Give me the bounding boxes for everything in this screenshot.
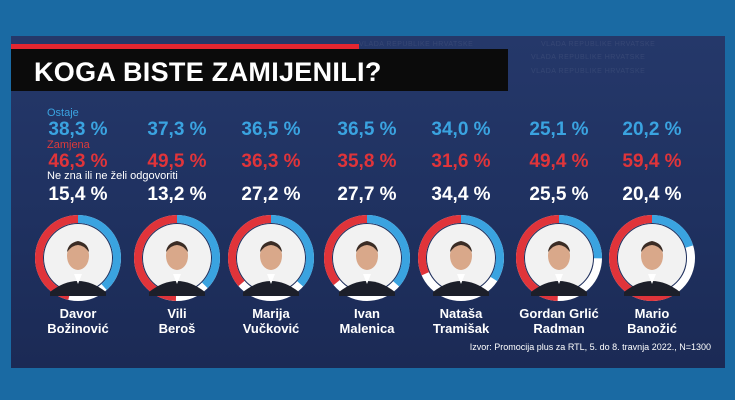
- donut-chart: [516, 215, 602, 301]
- slice-replace: [324, 215, 410, 301]
- donut-chart: [228, 215, 314, 301]
- legend-dont-know: Ne zna ili ne želi odgovoriti: [47, 170, 178, 182]
- value-dont-know: 25,5 %: [529, 184, 589, 205]
- person-name: Mario Banožić: [602, 306, 702, 336]
- value-keep: 34,0 %: [431, 119, 491, 140]
- person-name: Vili Beroš: [127, 306, 227, 336]
- first-name: Davor: [59, 306, 97, 321]
- value-dont-know: 15,4 %: [48, 184, 108, 205]
- person-name: Marija Vučković: [221, 306, 321, 336]
- value-replace: 31,6 %: [431, 151, 491, 172]
- value-dont-know: 34,4 %: [431, 184, 491, 205]
- value-dont-know: 20,4 %: [622, 184, 682, 205]
- last-name: Božinović: [47, 321, 109, 336]
- first-name: Mario: [634, 306, 670, 321]
- donut-chart: [324, 215, 410, 301]
- value-keep: 25,1 %: [529, 119, 589, 140]
- portrait: [44, 224, 112, 296]
- watermark: VLADA REPUBLIKE HRVATSKE: [359, 41, 474, 48]
- legend-replace: Zamjena: [47, 139, 90, 151]
- last-name: Malenica: [339, 321, 395, 336]
- donut-chart: [609, 215, 695, 301]
- title-accent-bar: [11, 44, 359, 49]
- person-name: Davor Božinović: [28, 306, 128, 336]
- value-dont-know: 13,2 %: [147, 184, 207, 205]
- value-keep: 36,5 %: [241, 119, 301, 140]
- person-name: Nataša Tramišak: [411, 306, 511, 336]
- chart-panel: VLADA REPUBLIKE HRVATSKE VLADA REPUBLIKE…: [11, 36, 725, 368]
- value-replace: 59,4 %: [622, 151, 682, 172]
- slice-replace: [35, 215, 121, 301]
- watermark: VLADA REPUBLIKE HRVATSKE: [541, 41, 656, 48]
- slice-replace: [609, 215, 695, 301]
- watermark: VLADA REPUBLIKE HRVATSKE: [531, 68, 646, 75]
- portrait: [618, 224, 686, 296]
- portrait: [525, 224, 593, 296]
- first-name: Nataša: [439, 306, 483, 321]
- slice-replace: [516, 215, 602, 301]
- slice-replace: [134, 215, 220, 301]
- donut-chart: [418, 215, 504, 301]
- source-note: Izvor: Promocija plus za RTL, 5. do 8. t…: [469, 342, 711, 352]
- first-name: Gordan Grlić: [519, 306, 599, 321]
- last-name: Beroš: [158, 321, 196, 336]
- value-dont-know: 27,7 %: [337, 184, 397, 205]
- value-dont-know: 27,2 %: [241, 184, 301, 205]
- first-name: Vili: [167, 306, 187, 321]
- donut-chart: [35, 215, 121, 301]
- value-keep: 36,5 %: [337, 119, 397, 140]
- value-keep: 38,3 %: [48, 119, 108, 140]
- legend-keep: Ostaje: [47, 107, 79, 119]
- last-name: Radman: [533, 321, 585, 336]
- person-name: Ivan Malenica: [317, 306, 417, 336]
- title-box: [11, 49, 508, 91]
- value-replace: 49,5 %: [147, 151, 207, 172]
- last-name: Tramišak: [432, 321, 490, 336]
- value-replace: 49,4 %: [529, 151, 589, 172]
- slice-replace: [418, 215, 504, 301]
- first-name: Ivan: [353, 306, 380, 321]
- donut-chart: [134, 215, 220, 301]
- first-name: Marija: [252, 306, 290, 321]
- portrait: [427, 224, 495, 296]
- value-keep: 37,3 %: [147, 119, 207, 140]
- slice-replace: [228, 215, 314, 301]
- portrait: [237, 224, 305, 296]
- portrait: [333, 224, 401, 296]
- person-name: Gordan Grlić Radman: [509, 306, 609, 336]
- value-replace: 36,3 %: [241, 151, 301, 172]
- value-replace: 35,8 %: [337, 151, 397, 172]
- value-keep: 20,2 %: [622, 119, 682, 140]
- portrait: [143, 224, 211, 296]
- last-name: Vučković: [242, 321, 300, 336]
- chart-title: KOGA BISTE ZAMIJENILI?: [34, 57, 382, 87]
- last-name: Banožić: [627, 321, 677, 336]
- watermark: VLADA REPUBLIKE HRVATSKE: [531, 54, 646, 61]
- value-replace: 46,3 %: [48, 151, 108, 172]
